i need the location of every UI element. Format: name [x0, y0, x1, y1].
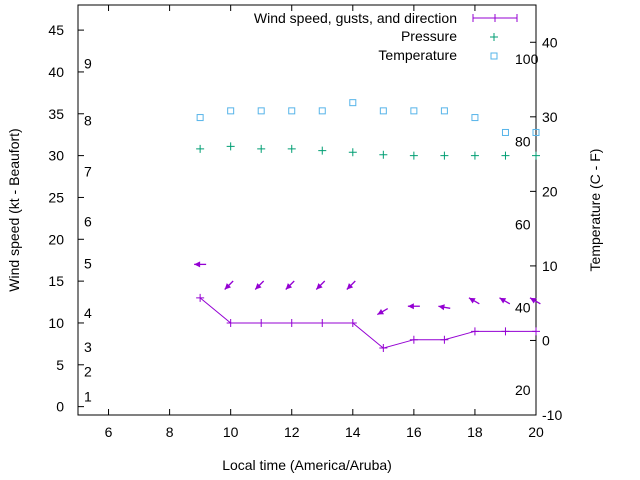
wind-direction-arrowhead [285, 283, 293, 290]
wind-direction-arrowhead [530, 297, 537, 304]
legend-symbol-wind [472, 14, 518, 22]
beaufort-label: 6 [84, 214, 92, 230]
wind-point [226, 318, 235, 327]
y-tick-label: 45 [48, 22, 64, 38]
wind-direction-arrowhead [224, 283, 232, 290]
wind-direction-arrowhead [438, 304, 445, 311]
wind-direction-arrowhead [499, 297, 507, 304]
y-tick-label: 10 [48, 315, 64, 331]
temperature-point [440, 107, 448, 115]
temperature-point [471, 114, 479, 122]
y-tick-label: 25 [48, 189, 64, 205]
y-axis-title: Wind speed (kt - Beaufort) [6, 128, 22, 291]
beaufort-label: 7 [84, 164, 92, 180]
x-tick-label: 10 [223, 424, 239, 440]
temperature-point [349, 99, 357, 107]
y2-tick-label: -10 [542, 407, 562, 423]
legend-label-pressure: Pressure [401, 28, 457, 44]
pressure-point [532, 151, 540, 160]
pressure-point [470, 151, 479, 160]
y2-tick-label: 10 [542, 258, 558, 274]
pressure-point [409, 151, 418, 160]
x-tick-label: 8 [166, 424, 174, 440]
temperature-point [532, 128, 540, 136]
fahrenheit-label: 100 [515, 51, 539, 67]
temperature-point [410, 107, 418, 115]
plot-border [77, 4, 537, 416]
wind-point [318, 318, 327, 327]
pressure-point [196, 144, 205, 153]
temperature-point [288, 107, 296, 115]
pressure-point [440, 151, 449, 160]
legend-label-wind: Wind speed, gusts, and direction [254, 10, 457, 26]
y-tick-label: 35 [48, 106, 64, 122]
fahrenheit-label: 20 [515, 382, 531, 398]
wind-point [409, 335, 418, 344]
wind-direction-arrowhead [346, 283, 354, 290]
y-tick-label: 5 [56, 357, 64, 373]
x-tick-label: 12 [284, 424, 300, 440]
x-tick-label: 14 [345, 424, 361, 440]
wind-point [440, 335, 449, 344]
y-tick-label: 30 [48, 148, 64, 164]
wind-point [196, 293, 205, 302]
wind-direction-arrowhead [194, 261, 201, 268]
y-tick-label: 15 [48, 273, 64, 289]
wind-direction-arrowhead [468, 297, 476, 304]
y2-axis-title: Temperature (C - F) [587, 149, 603, 272]
temperature-point [379, 107, 387, 115]
pressure-point [226, 142, 235, 151]
legend-symbol-temperature [490, 52, 498, 60]
x-axis-title: Local time (America/Aruba) [222, 457, 392, 473]
wind-point [470, 327, 479, 336]
wind-point [287, 318, 296, 327]
fahrenheit-label: 60 [515, 216, 531, 232]
wind-speed-line [199, 297, 536, 349]
pressure-point [501, 151, 510, 160]
y-tick-label: 20 [48, 231, 64, 247]
beaufort-label: 5 [84, 256, 92, 272]
y-tick-label: 0 [56, 399, 64, 415]
beaufort-label: 1 [84, 389, 92, 405]
fahrenheit-label: 40 [515, 299, 531, 315]
legend-label-temperature: Temperature [378, 47, 457, 63]
temperature-point [501, 128, 509, 136]
temperature-point [196, 114, 204, 122]
x-tick-label: 6 [105, 424, 113, 440]
x-tick-label: 20 [528, 424, 544, 440]
pressure-point [318, 146, 327, 155]
y2-tick-label: 20 [542, 183, 558, 199]
legend-symbol-pressure [490, 33, 498, 41]
beaufort-label: 4 [84, 305, 92, 321]
wind-point [379, 344, 388, 353]
wind-direction-arrowhead [377, 308, 385, 315]
pressure-point [287, 144, 296, 153]
pressure-point [348, 148, 357, 157]
wind-point [501, 327, 510, 336]
beaufort-label: 8 [84, 112, 92, 128]
beaufort-label: 9 [84, 56, 92, 72]
wind-point [532, 327, 540, 336]
pressure-point [257, 144, 266, 153]
x-tick-label: 16 [406, 424, 422, 440]
wind-direction-arrowhead [316, 283, 323, 290]
beaufort-label: 3 [84, 339, 92, 355]
y2-tick-label: 40 [542, 34, 558, 50]
y2-tick-label: 30 [542, 109, 558, 125]
pressure-point [379, 150, 388, 159]
x-tick-label: 18 [467, 424, 483, 440]
wind-direction-arrowhead [407, 303, 414, 310]
y-tick-label: 40 [48, 64, 64, 80]
temperature-point [318, 107, 326, 115]
temperature-point [227, 107, 235, 115]
y2-tick-label: 0 [542, 332, 550, 348]
beaufort-label: 2 [84, 363, 92, 379]
fahrenheit-label: 80 [515, 134, 531, 150]
temperature-point [257, 107, 265, 115]
wind-direction-arrowhead [255, 283, 262, 290]
wind-point [348, 318, 357, 327]
wind-point [257, 318, 266, 327]
